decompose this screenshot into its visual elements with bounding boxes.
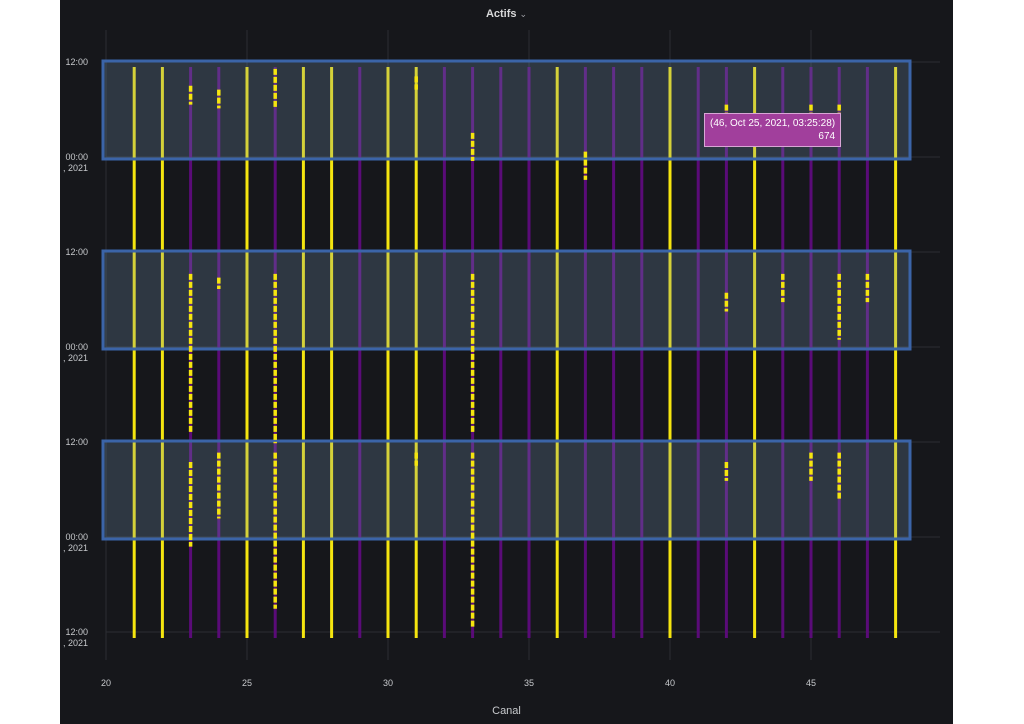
y-tick-sublabel-1: , 2021 bbox=[63, 163, 88, 173]
hover-tooltip: (46, Oct 25, 2021, 03:25:28) 674 bbox=[704, 113, 842, 147]
y-tick-sublabel-6: , 2021 bbox=[63, 638, 88, 648]
y-tick-sublabel-3: , 2021 bbox=[63, 353, 88, 363]
x-axis-title: Canal bbox=[492, 705, 521, 717]
tooltip-line-1: (46, Oct 25, 2021, 03:25:28) bbox=[710, 118, 836, 129]
x-tick-label-5: 45 bbox=[806, 678, 816, 688]
y-tick-sublabel-5: , 2021 bbox=[63, 543, 88, 553]
y-tick-label-5: 00:00 bbox=[65, 532, 88, 542]
x-tick-label-4: 40 bbox=[665, 678, 675, 688]
panel-title[interactable]: Actifs ⌄ bbox=[60, 8, 953, 20]
y-tick-label-0: 12:00 bbox=[65, 57, 88, 67]
data-points bbox=[188, 68, 870, 628]
chart-panel: Actifs ⌄ 12:00 00:00, 2021 12:00 00:00, 2021… bbox=[60, 0, 953, 724]
x-tick-label-1: 25 bbox=[242, 678, 252, 688]
x-axis-labels: 20 25 30 35 40 45 bbox=[101, 678, 816, 688]
channel-lines bbox=[132, 67, 898, 638]
x-tick-label-2: 30 bbox=[383, 678, 393, 688]
y-tick-label-2: 12:00 bbox=[65, 247, 88, 257]
panel-title-text: Actifs bbox=[485, 8, 517, 20]
y-tick-label-3: 00:00 bbox=[65, 342, 88, 352]
x-tick-label-3: 35 bbox=[524, 678, 534, 688]
highlight-band-1 bbox=[101, 249, 912, 351]
y-tick-label-1: 00:00 bbox=[65, 152, 88, 162]
chevron-down-icon[interactable]: ⌄ bbox=[519, 9, 528, 19]
x-tick-label-0: 20 bbox=[101, 678, 111, 688]
tooltip-line-2: 674 bbox=[818, 131, 836, 142]
y-tick-label-6: 12:00 bbox=[65, 627, 88, 637]
highlight-band-2 bbox=[101, 439, 912, 541]
y-tick-label-4: 12:00 bbox=[65, 437, 88, 447]
